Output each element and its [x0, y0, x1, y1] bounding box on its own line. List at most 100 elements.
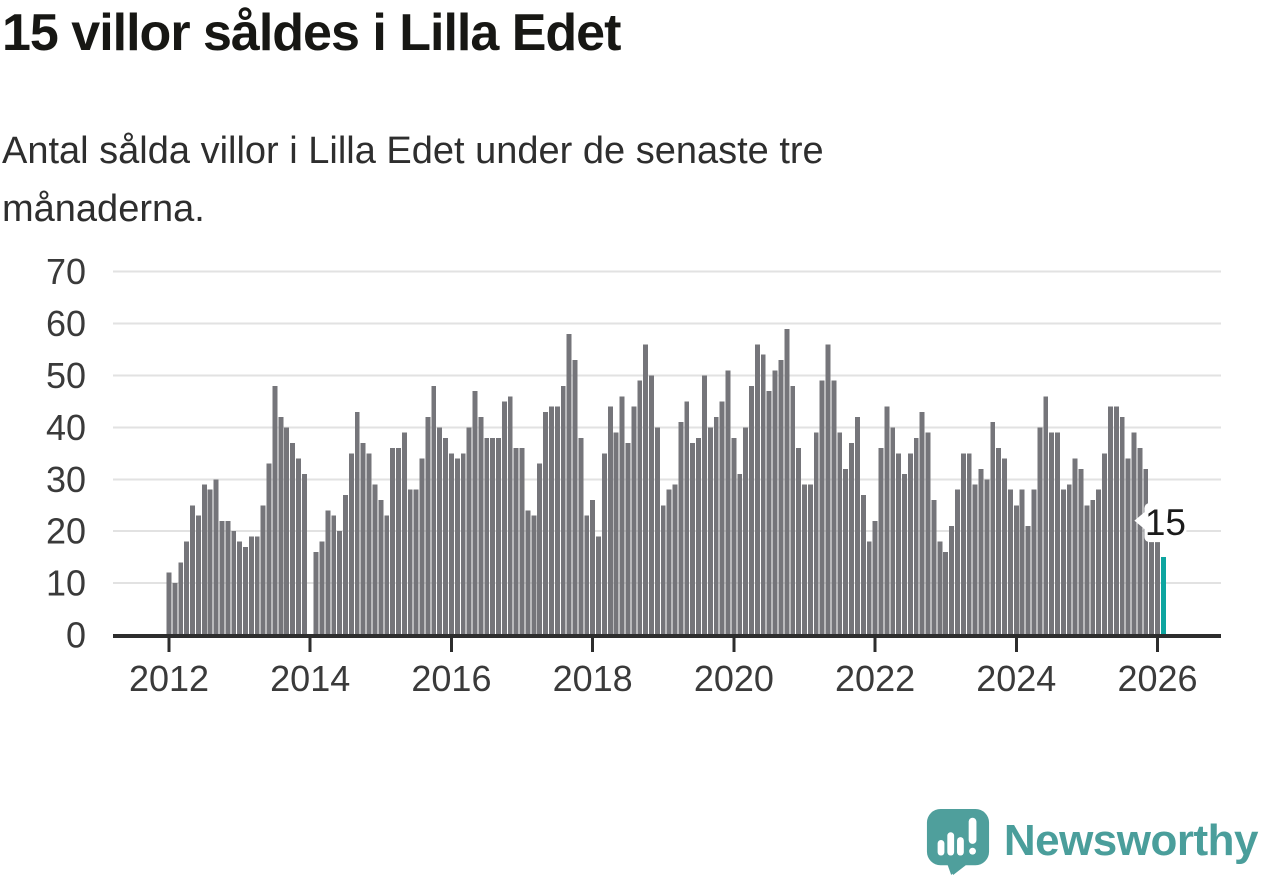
- bar: [802, 484, 807, 635]
- bar: [531, 515, 537, 635]
- bar: [496, 437, 501, 635]
- bar: [360, 442, 366, 635]
- newsworthy-logo-icon: [926, 808, 989, 875]
- bar: [684, 401, 690, 635]
- bar: [813, 432, 819, 635]
- bar: [913, 437, 919, 635]
- bar: [719, 401, 725, 635]
- bar: [507, 396, 513, 635]
- bar: [401, 432, 407, 635]
- bar: [1072, 458, 1078, 635]
- bar: [243, 546, 248, 635]
- bar: [484, 437, 490, 635]
- bar: [678, 422, 684, 635]
- bar: [554, 406, 560, 635]
- bar: [466, 427, 472, 635]
- bar: [1084, 505, 1090, 635]
- bar: [472, 391, 478, 635]
- bar: [513, 448, 519, 635]
- bar: [501, 401, 507, 635]
- bar: [1025, 526, 1031, 635]
- bar: [219, 520, 225, 635]
- bar: [660, 505, 666, 635]
- bar: [384, 515, 390, 635]
- bar: [584, 515, 590, 635]
- bar: [207, 489, 213, 635]
- bar: [784, 328, 790, 635]
- bar: [1060, 489, 1066, 635]
- bar: [1013, 505, 1019, 635]
- bar: [654, 427, 660, 635]
- bar: [566, 333, 572, 635]
- bar: [1078, 468, 1084, 635]
- bar: [190, 505, 195, 635]
- bar: [443, 437, 448, 635]
- bar: [884, 406, 890, 635]
- bar: [837, 432, 843, 635]
- bar: [278, 417, 284, 635]
- bar: [990, 422, 996, 635]
- bar: [925, 432, 931, 635]
- bar: [619, 396, 625, 635]
- bar: [543, 411, 549, 635]
- bar: [319, 541, 325, 635]
- bar: [766, 391, 772, 635]
- bar: [972, 484, 978, 635]
- bar: [931, 500, 937, 635]
- bar: [637, 380, 643, 635]
- bar: [225, 520, 231, 635]
- bar: [195, 515, 201, 635]
- bar: [1031, 489, 1037, 635]
- bar: [854, 417, 860, 635]
- bar: [284, 427, 290, 635]
- bar: [490, 437, 496, 635]
- newsworthy-logo: Newsworthy: [925, 806, 1259, 876]
- bar: [1019, 489, 1025, 635]
- bar: [1107, 406, 1113, 635]
- x-axis-label: 2024: [976, 658, 1056, 699]
- x-axis-label: 2026: [1117, 658, 1197, 699]
- bar: [596, 536, 601, 635]
- chart-title: 15 villor såldes i Lilla Edet: [2, 4, 621, 62]
- bar: [966, 453, 972, 635]
- bar: [519, 448, 525, 635]
- bar: [313, 551, 319, 635]
- bar: [1155, 541, 1160, 635]
- bar: [1055, 432, 1060, 635]
- bar: [272, 385, 278, 635]
- bar: [419, 458, 425, 635]
- bar: [772, 370, 778, 635]
- bar: [737, 474, 743, 635]
- bar: [996, 448, 1002, 635]
- bar: [201, 484, 207, 635]
- bar: [572, 359, 578, 635]
- bar: [366, 453, 372, 635]
- bar: [631, 406, 637, 635]
- x-axis-label: 2012: [129, 658, 209, 699]
- bar: [1096, 489, 1102, 635]
- bar: [943, 551, 949, 635]
- x-axis-label: 2018: [553, 658, 633, 699]
- bar: [537, 463, 543, 635]
- bar: [1125, 458, 1131, 635]
- bar: [354, 411, 360, 635]
- bar: [907, 453, 913, 635]
- bar: [372, 484, 378, 635]
- bar: [525, 510, 531, 635]
- y-axis-label: 50: [46, 355, 86, 396]
- bar: [860, 494, 866, 635]
- bar: [1090, 500, 1096, 635]
- bar: [1119, 417, 1125, 635]
- bar: [843, 468, 849, 635]
- bar: [760, 354, 766, 635]
- bar: [437, 427, 443, 635]
- bar: [707, 427, 713, 635]
- bar: [643, 344, 649, 635]
- bar: [237, 541, 243, 635]
- y-axis-label: 70: [46, 251, 86, 292]
- bar: [254, 536, 260, 635]
- bar: [413, 489, 419, 635]
- mini-bar-1: [937, 840, 945, 856]
- speech-bubble-tail: [946, 861, 964, 875]
